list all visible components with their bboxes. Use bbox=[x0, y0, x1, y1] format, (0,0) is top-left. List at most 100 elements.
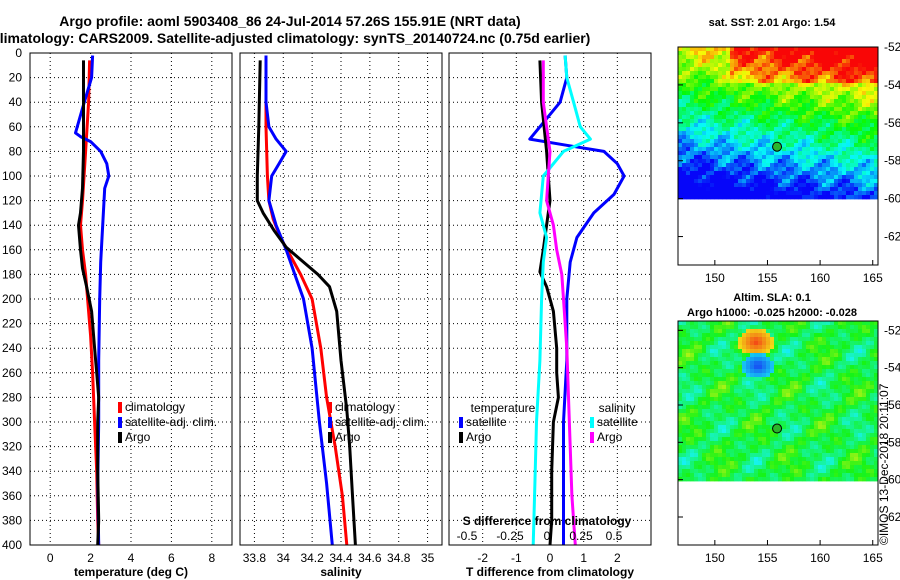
map-cell bbox=[738, 341, 743, 346]
map-cell bbox=[810, 441, 815, 446]
map-cell bbox=[734, 155, 739, 160]
map-cell bbox=[834, 361, 839, 366]
map-cell bbox=[862, 179, 867, 184]
map-cell bbox=[838, 127, 843, 132]
map-cell bbox=[714, 469, 719, 474]
map-cell bbox=[726, 163, 731, 168]
map-cell bbox=[758, 461, 763, 466]
map-cell bbox=[710, 131, 715, 136]
map-cell bbox=[842, 163, 847, 168]
map-cell bbox=[798, 123, 803, 128]
map-cell bbox=[818, 115, 823, 120]
map-cell bbox=[810, 333, 815, 338]
map-cell bbox=[766, 95, 771, 100]
map-cell bbox=[810, 349, 815, 354]
map-cell bbox=[818, 119, 823, 124]
map-cell bbox=[774, 321, 779, 326]
map-cell bbox=[714, 333, 719, 338]
map-cell bbox=[678, 91, 683, 96]
map-cell bbox=[734, 79, 739, 84]
map-cell bbox=[738, 401, 743, 406]
map-cell bbox=[798, 159, 803, 164]
map-cell bbox=[874, 417, 879, 422]
map-cell bbox=[854, 437, 859, 442]
map-cell bbox=[766, 111, 771, 116]
map-cell bbox=[862, 461, 867, 466]
map-cell bbox=[830, 449, 835, 454]
map-cell bbox=[854, 147, 859, 152]
map-cell bbox=[834, 337, 839, 342]
map-cell bbox=[726, 365, 731, 370]
map-cell bbox=[810, 401, 815, 406]
map-cell bbox=[738, 187, 743, 192]
map-cell bbox=[866, 329, 871, 334]
map-cell bbox=[738, 91, 743, 96]
map-cell bbox=[730, 457, 735, 462]
map-cell bbox=[714, 449, 719, 454]
map-cell bbox=[810, 373, 815, 378]
map-cell bbox=[742, 445, 747, 450]
map-cell bbox=[786, 143, 791, 148]
map-cell bbox=[682, 67, 687, 72]
map-cell bbox=[686, 151, 691, 156]
map-cell bbox=[794, 417, 799, 422]
map-cell bbox=[730, 417, 735, 422]
map-cell bbox=[774, 465, 779, 470]
y-tick-label: 160 bbox=[2, 243, 22, 257]
map-cell bbox=[786, 409, 791, 414]
map-cell bbox=[854, 195, 859, 200]
map-cell bbox=[746, 119, 751, 124]
map-cell bbox=[682, 413, 687, 418]
map-cell bbox=[714, 457, 719, 462]
map-cell bbox=[858, 139, 863, 144]
map-cell bbox=[702, 433, 707, 438]
map-cell bbox=[742, 437, 747, 442]
map-cell bbox=[698, 409, 703, 414]
map-cell bbox=[770, 465, 775, 470]
map-cell bbox=[786, 59, 791, 64]
map-cell bbox=[842, 119, 847, 124]
map-cell bbox=[694, 63, 699, 68]
map-cell bbox=[774, 123, 779, 128]
map-cell bbox=[838, 385, 843, 390]
map-cell bbox=[738, 127, 743, 132]
map-cell bbox=[790, 405, 795, 410]
map-cell bbox=[866, 143, 871, 148]
map-cell bbox=[874, 163, 879, 168]
map-cell bbox=[774, 449, 779, 454]
map-cell bbox=[718, 437, 723, 442]
map-cell bbox=[706, 59, 711, 64]
map-cell bbox=[702, 397, 707, 402]
map-cell bbox=[734, 47, 739, 52]
map-cell bbox=[874, 175, 879, 180]
map-cell bbox=[682, 103, 687, 108]
map-cell bbox=[702, 345, 707, 350]
map-cell bbox=[798, 63, 803, 68]
map-cell bbox=[874, 187, 879, 192]
map-cell bbox=[838, 159, 843, 164]
map-cell bbox=[762, 163, 767, 168]
map-cell bbox=[734, 151, 739, 156]
map-cell bbox=[726, 445, 731, 450]
map-cell bbox=[874, 155, 879, 160]
map-cell bbox=[750, 421, 755, 426]
map-cell bbox=[754, 329, 759, 334]
map-cell bbox=[726, 453, 731, 458]
map-cell bbox=[778, 445, 783, 450]
map-cell bbox=[730, 373, 735, 378]
map-cell bbox=[786, 469, 791, 474]
map-cell bbox=[838, 75, 843, 80]
map-cell bbox=[854, 457, 859, 462]
map-cell bbox=[826, 83, 831, 88]
map-cell bbox=[858, 429, 863, 434]
map-cell bbox=[862, 369, 867, 374]
map-cell bbox=[718, 329, 723, 334]
y-tick-label: 40 bbox=[9, 95, 23, 109]
map-cell bbox=[762, 111, 767, 116]
map-cell bbox=[830, 433, 835, 438]
map-cell bbox=[702, 63, 707, 68]
map-cell bbox=[786, 357, 791, 362]
map-cell bbox=[730, 349, 735, 354]
map-cell bbox=[850, 59, 855, 64]
map-cell bbox=[810, 385, 815, 390]
